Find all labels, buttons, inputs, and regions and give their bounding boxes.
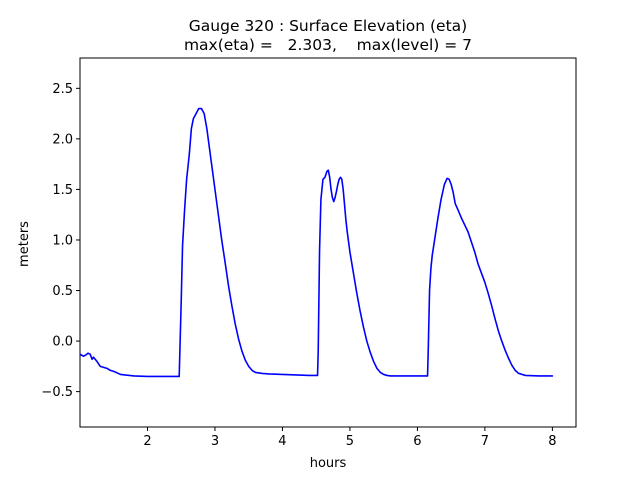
y-tick-label: 0.0 [52, 335, 73, 350]
y-tick-label: 2.0 [52, 132, 73, 147]
x-tick-label: 2 [143, 434, 151, 449]
x-tick-label: 3 [211, 434, 219, 449]
y-tick-label: 2.5 [52, 82, 73, 97]
chart-subtitle: max(eta) = 2.303, max(level) = 7 [184, 36, 472, 54]
plot-area: 2 3 4 5 6 7 8 −0.5 0.0 0.5 1.0 1.5 2.0 2.5 [41, 57, 577, 449]
y-tick-label: 0.5 [52, 284, 73, 299]
x-tick-label: 7 [481, 434, 489, 449]
y-axis-label: meters [17, 221, 32, 267]
chart-title: Gauge 320 : Surface Elevation (eta) [189, 17, 467, 35]
series-line [80, 107, 554, 378]
y-tick-label: 1.5 [52, 183, 73, 198]
x-tick-label: 4 [278, 434, 286, 449]
y-tick-label: −0.5 [41, 385, 73, 400]
x-tick-label: 6 [413, 434, 421, 449]
x-axis-label: hours [310, 456, 347, 471]
y-tick-label: 1.0 [52, 233, 73, 248]
x-tick-label: 8 [548, 434, 556, 449]
x-tick-label: 5 [346, 434, 354, 449]
axes-frame [79, 57, 577, 428]
